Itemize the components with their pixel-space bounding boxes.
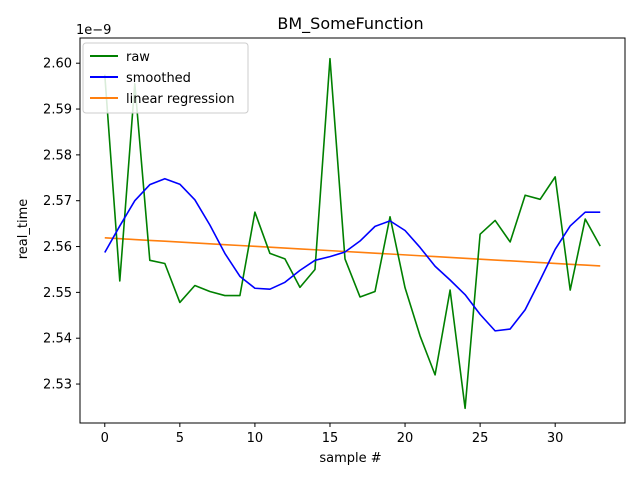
x-tick-label: 25: [472, 431, 489, 446]
x-tick-label: 20: [397, 431, 414, 446]
y-tick-label: 2.57: [43, 194, 72, 209]
series-line-linear-regression: [104, 237, 601, 267]
ticks-layer: 0 5 10 15 20 25 30 2.53 2.54 2.55 2.56 2.57 2.58 2.59…: [43, 57, 563, 446]
x-axis-title: sample #: [319, 451, 381, 466]
y-tick-label: 2.56: [43, 240, 72, 255]
y-tick-label: 2.60: [43, 57, 72, 72]
y-tick-label: 2.58: [43, 148, 72, 163]
x-tick-label: 5: [176, 431, 184, 446]
y-axis-title: real_time: [16, 199, 31, 260]
y-offset-label: 1e−9: [76, 23, 111, 38]
x-tick-label: 30: [547, 431, 564, 446]
legend-label-smoothed: smoothed: [126, 71, 191, 86]
chart-title: BM_SomeFunction: [277, 14, 423, 34]
series-layer: [103, 57, 601, 410]
plot-area-frame: [79, 37, 626, 424]
series-line-smoothed: [104, 177, 601, 332]
legend-box: [82, 42, 249, 114]
y-tick-label: 2.55: [43, 286, 72, 301]
legend-label-linear-regression: linear regression: [126, 92, 235, 107]
y-tick-label: 2.59: [43, 103, 72, 118]
legend: raw smoothed linear regression: [82, 42, 249, 114]
series-line-raw: [103, 57, 601, 410]
x-tick-label: 0: [101, 431, 109, 446]
legend-label-raw: raw: [126, 50, 150, 65]
x-tick-label: 15: [322, 431, 339, 446]
y-tick-label: 2.53: [43, 378, 72, 393]
x-tick-label: 10: [247, 431, 264, 446]
y-tick-label: 2.54: [43, 332, 72, 347]
